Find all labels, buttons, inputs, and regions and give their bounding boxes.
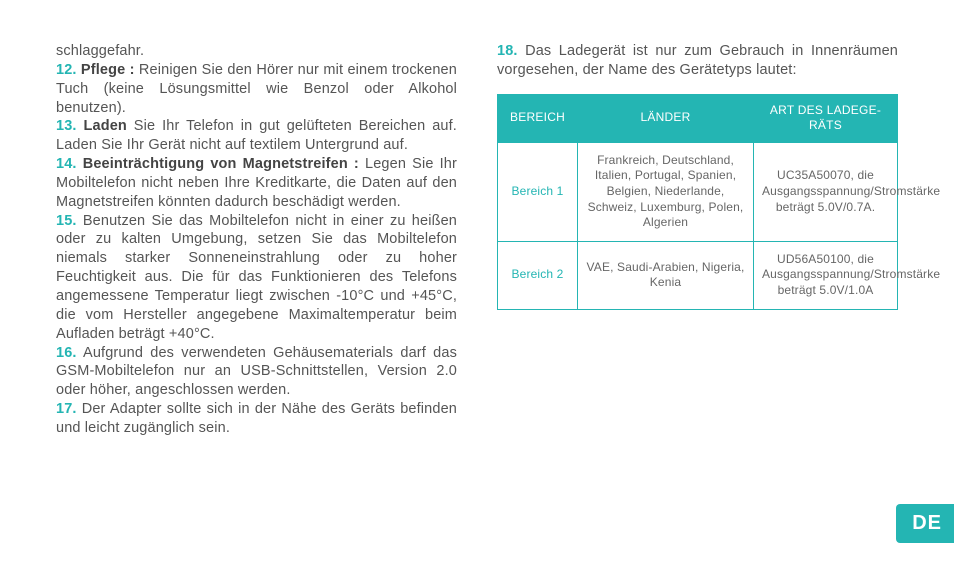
item-number-16: 16. (56, 345, 77, 361)
item-number-17: 17. (56, 401, 77, 417)
cell-type: UD56A50100, die Ausgangsspannung/Stromst… (754, 241, 898, 309)
charger-table: BEREICH LÄNDER ART DES LADEGE-RÄTS Berei… (497, 94, 898, 310)
left-column: schlaggefahr. 12. Pflege : Reinigen Sie … (56, 42, 457, 438)
item-number-13: 13. (56, 118, 77, 134)
item-title-14: Beeinträchtigung von Magnetstreifen : (83, 156, 359, 172)
language-tab: DE (896, 504, 954, 543)
item-number-15: 15. (56, 213, 77, 229)
cell-countries: Frankreich, Deutschland, Italien, Portug… (578, 142, 754, 241)
cell-area: Bereich 2 (498, 241, 578, 309)
item-number-18: 18. (497, 43, 518, 59)
item-title-12: Pflege : (81, 62, 135, 78)
table-header-row: BEREICH LÄNDER ART DES LADEGE-RÄTS (498, 94, 898, 142)
cell-type: UC35A50070, die Ausgangsspannung/Stromst… (754, 142, 898, 241)
cell-area: Bereich 1 (498, 142, 578, 241)
page-content: schlaggefahr. 12. Pflege : Reinigen Sie … (0, 0, 954, 438)
item-text-15: Benutzen Sie das Mobiltelefon nicht in e… (56, 213, 457, 342)
fragment-line: schlaggefahr. (56, 43, 144, 59)
table-row: Bereich 2 VAE, Saudi-Arabien, Nigeria, K… (498, 241, 898, 309)
cell-countries: VAE, Saudi-Arabien, Nigeria, Kenia (578, 241, 754, 309)
table-row: Bereich 1 Frankreich, Deutschland, Itali… (498, 142, 898, 241)
item-title-13: Laden (83, 118, 126, 134)
item-text-16: Aufgrund des verwendeten Gehäusematerial… (56, 345, 457, 399)
right-column: 18. Das Ladegerät ist nur zum Gebrauch i… (497, 42, 898, 438)
table-header-area: BEREICH (498, 94, 578, 142)
item-text-17: Der Adapter sollte sich in der Nähe des … (56, 401, 457, 436)
table-header-type: ART DES LADEGE-RÄTS (754, 94, 898, 142)
item-text-18: Das Ladegerät ist nur zum Gebrauch in In… (497, 43, 898, 78)
item-number-12: 12. (56, 62, 77, 78)
item-number-14: 14. (56, 156, 77, 172)
table-header-countries: LÄNDER (578, 94, 754, 142)
